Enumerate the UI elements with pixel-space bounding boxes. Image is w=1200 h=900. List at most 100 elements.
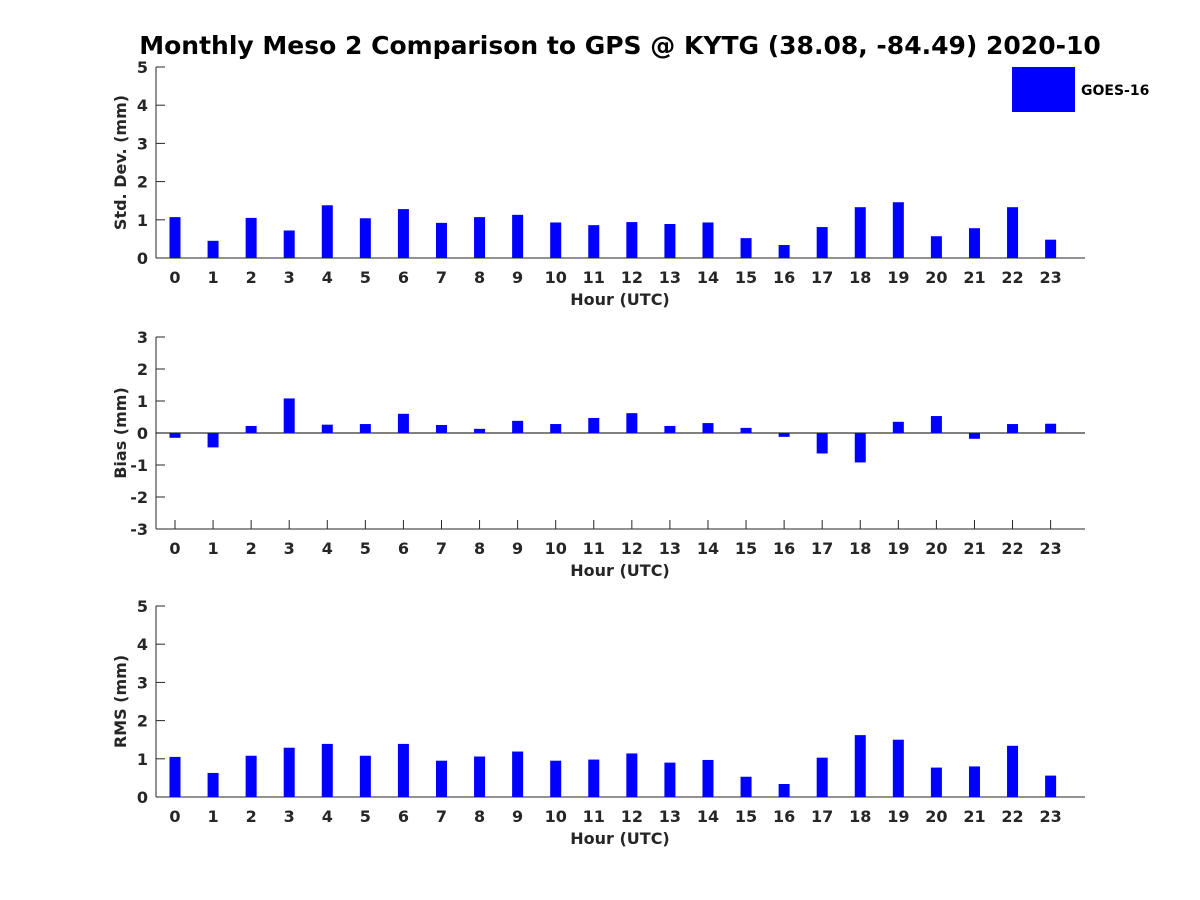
bar bbox=[702, 222, 714, 258]
bar bbox=[778, 433, 790, 437]
bar bbox=[930, 236, 942, 258]
x-tick-label: 10 bbox=[545, 268, 567, 287]
x-tick-label: 20 bbox=[925, 539, 947, 558]
bar bbox=[778, 245, 790, 258]
bar bbox=[550, 222, 562, 258]
y-tick-label: 2 bbox=[137, 712, 148, 731]
bar bbox=[740, 238, 752, 258]
bar bbox=[245, 755, 257, 797]
y-tick-label: 3 bbox=[137, 134, 148, 153]
bar bbox=[626, 222, 638, 258]
y-tick-label: 5 bbox=[137, 58, 148, 77]
x-tick-label: 3 bbox=[284, 807, 295, 826]
x-axis-label: Hour (UTC) bbox=[570, 290, 670, 309]
x-tick-label: 12 bbox=[621, 539, 643, 558]
x-tick-label: 8 bbox=[474, 268, 485, 287]
legend-label: GOES-16 bbox=[1081, 83, 1149, 99]
x-tick-label: 4 bbox=[322, 807, 333, 826]
bar bbox=[435, 760, 447, 797]
bar bbox=[283, 747, 295, 797]
bar bbox=[626, 753, 638, 797]
x-tick-label: 11 bbox=[583, 268, 605, 287]
x-tick-label: 13 bbox=[659, 807, 681, 826]
bar bbox=[854, 433, 866, 463]
x-tick-label: 20 bbox=[925, 807, 947, 826]
bar bbox=[854, 735, 866, 797]
x-tick-label: 8 bbox=[474, 539, 485, 558]
bar bbox=[626, 413, 638, 433]
bar bbox=[207, 433, 219, 448]
y-axis-label: Std. Dev. (mm) bbox=[111, 95, 130, 230]
y-tick-label: -1 bbox=[130, 456, 148, 475]
bar bbox=[1045, 775, 1057, 797]
bar bbox=[740, 776, 752, 797]
x-tick-label: 0 bbox=[169, 539, 180, 558]
x-tick-label: 22 bbox=[1001, 539, 1023, 558]
bar bbox=[930, 416, 942, 433]
bar bbox=[359, 755, 371, 797]
bar bbox=[740, 427, 752, 433]
bar bbox=[702, 423, 714, 433]
x-tick-label: 12 bbox=[621, 807, 643, 826]
x-tick-label: 5 bbox=[360, 268, 371, 287]
bar bbox=[207, 240, 219, 258]
x-tick-label: 14 bbox=[697, 807, 719, 826]
x-tick-label: 21 bbox=[963, 807, 985, 826]
bar bbox=[588, 759, 600, 797]
bar bbox=[1007, 745, 1019, 797]
bar bbox=[397, 209, 409, 258]
x-tick-label: 17 bbox=[811, 268, 833, 287]
x-tick-label: 9 bbox=[512, 807, 523, 826]
bar bbox=[321, 205, 333, 258]
bar bbox=[550, 424, 562, 433]
x-tick-label: 17 bbox=[811, 539, 833, 558]
x-tick-label: 14 bbox=[697, 539, 719, 558]
legend: GOES-16 bbox=[1012, 67, 1149, 112]
x-tick-label: 3 bbox=[284, 268, 295, 287]
x-tick-label: 4 bbox=[322, 268, 333, 287]
y-tick-label: 3 bbox=[137, 673, 148, 692]
x-tick-label: 16 bbox=[773, 268, 795, 287]
x-tick-label: 1 bbox=[207, 268, 218, 287]
x-tick-label: 16 bbox=[773, 807, 795, 826]
bar bbox=[321, 424, 333, 433]
bar bbox=[474, 217, 486, 258]
x-tick-label: 13 bbox=[659, 539, 681, 558]
bar bbox=[816, 433, 828, 454]
bar bbox=[474, 756, 486, 797]
bar bbox=[283, 230, 295, 258]
bar bbox=[512, 214, 524, 258]
x-tick-label: 21 bbox=[963, 268, 985, 287]
x-tick-label: 6 bbox=[398, 268, 409, 287]
y-tick-label: 4 bbox=[137, 635, 148, 654]
bar bbox=[207, 772, 219, 797]
bar bbox=[245, 425, 257, 433]
bar bbox=[321, 743, 333, 797]
x-tick-label: 7 bbox=[436, 539, 447, 558]
bar bbox=[397, 743, 409, 797]
y-tick-label: 1 bbox=[137, 211, 148, 230]
y-tick-label: 5 bbox=[137, 597, 148, 616]
bar bbox=[474, 428, 486, 433]
bar bbox=[968, 228, 980, 258]
x-tick-label: 2 bbox=[246, 539, 257, 558]
bar bbox=[892, 421, 904, 433]
bar bbox=[778, 784, 790, 797]
x-axis-label: Hour (UTC) bbox=[570, 561, 670, 580]
bar bbox=[512, 751, 524, 797]
chart-title: Monthly Meso 2 Comparison to GPS @ KYTG … bbox=[139, 31, 1101, 60]
x-tick-label: 7 bbox=[436, 268, 447, 287]
bar bbox=[435, 222, 447, 258]
x-tick-label: 5 bbox=[360, 539, 371, 558]
x-tick-label: 11 bbox=[583, 807, 605, 826]
y-tick-label: 2 bbox=[137, 173, 148, 192]
bar bbox=[169, 433, 181, 438]
bar bbox=[664, 224, 676, 258]
bar bbox=[664, 762, 676, 797]
y-tick-label: -2 bbox=[130, 488, 148, 507]
bar bbox=[359, 424, 371, 433]
x-tick-label: 2 bbox=[246, 268, 257, 287]
bar bbox=[1045, 239, 1057, 258]
